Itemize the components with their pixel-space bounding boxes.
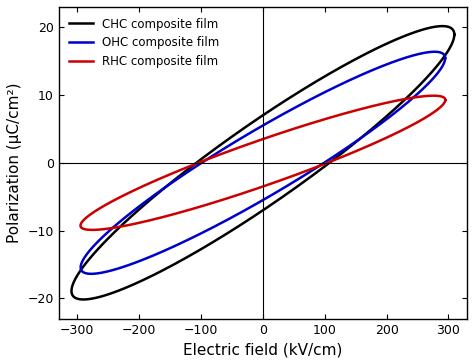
CHC composite film [80,297,86,302]
Legend: CHC composite film, OHC composite film, RHC composite film: CHC composite film, OHC composite film, … [64,13,224,73]
RHC composite film [428,94,434,98]
CHC composite film [94,295,100,300]
RHC composite film [144,219,149,223]
Line: RHC composite film: RHC composite film [81,96,445,230]
RHC composite film [119,224,125,229]
CHC composite film [112,290,118,294]
X-axis label: Electric field (kV/cm): Electric field (kV/cm) [183,342,343,357]
CHC composite film [451,32,457,37]
CHC composite film [451,32,457,37]
OHC composite film [380,120,385,124]
RHC composite film [442,98,448,102]
Line: OHC composite film: OHC composite film [81,52,445,274]
Y-axis label: Polarization (μC/cm²): Polarization (μC/cm²) [7,83,22,243]
OHC composite film [432,50,438,54]
OHC composite film [442,56,448,60]
RHC composite film [431,94,437,98]
OHC composite film [273,190,278,195]
Line: CHC composite film: CHC composite film [72,26,454,300]
RHC composite film [102,227,108,231]
CHC composite film [273,199,279,203]
CHC composite film [385,112,391,117]
CHC composite film [439,24,445,28]
CHC composite film [437,24,442,28]
OHC composite film [442,56,448,60]
RHC composite film [273,180,278,184]
OHC composite film [89,272,94,276]
OHC composite film [102,270,108,274]
RHC composite film [89,228,95,232]
CHC composite film [138,279,144,284]
RHC composite film [380,138,385,142]
OHC composite film [144,256,149,261]
OHC composite film [119,265,125,269]
OHC composite film [428,50,434,54]
RHC composite film [442,98,448,102]
